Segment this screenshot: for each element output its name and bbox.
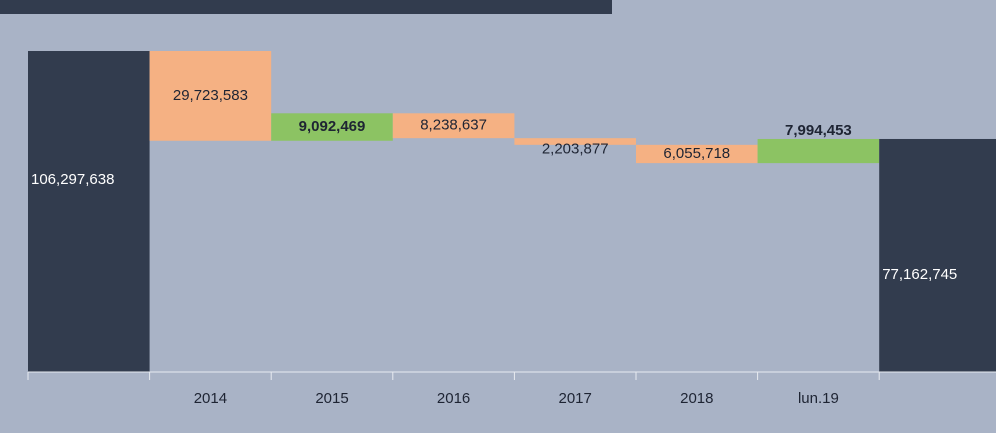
delta-bar (149, 51, 272, 141)
delta-bar (392, 113, 515, 139)
value-label: 2,203,877 (542, 140, 609, 157)
x-tick-label: lun.19 (798, 390, 839, 407)
value-label: 77,162,745 (882, 266, 957, 283)
total-bar (28, 51, 150, 372)
title-banner (0, 0, 612, 14)
x-tick-label: 2015 (315, 390, 348, 407)
value-label: 29,723,583 (173, 87, 248, 104)
x-tick-label: 2016 (437, 390, 470, 407)
delta-bar (757, 138, 880, 164)
delta-bar (636, 144, 758, 164)
value-label: 6,055,718 (663, 145, 730, 162)
x-tick-label: 2017 (559, 390, 592, 407)
delta-bar (271, 113, 393, 141)
delta-bar (514, 138, 636, 145)
value-label: 106,297,638 (31, 171, 114, 188)
total-bar (879, 138, 996, 372)
value-label: 7,994,453 (785, 122, 852, 139)
value-label: 8,238,637 (420, 117, 487, 134)
x-tick-label: 2014 (194, 390, 227, 407)
value-label: 9,092,469 (299, 118, 366, 135)
x-tick-label: 2018 (680, 390, 713, 407)
